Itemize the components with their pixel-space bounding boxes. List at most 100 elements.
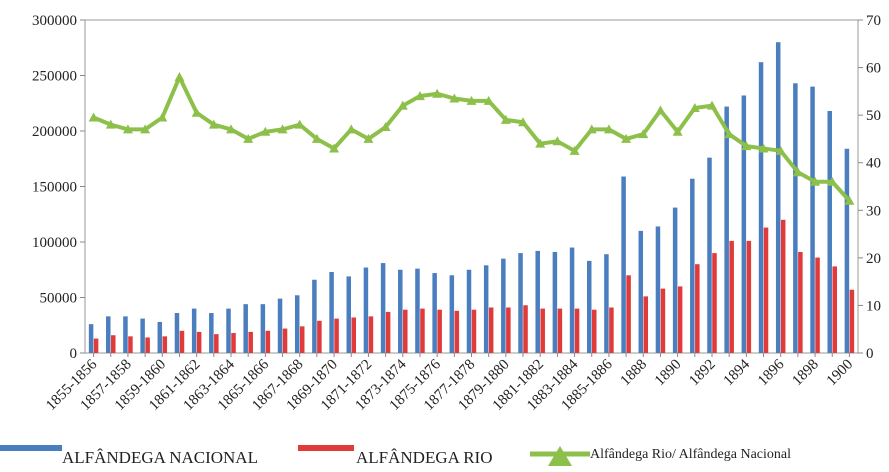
bar — [552, 251, 558, 353]
ratio-marker — [243, 133, 254, 143]
x-tick-label: 1892 — [686, 357, 719, 390]
ratio-marker — [174, 72, 185, 82]
legend-marker — [548, 446, 572, 466]
bar — [638, 230, 644, 353]
bar — [243, 304, 248, 353]
bar — [403, 309, 408, 353]
bar — [128, 336, 133, 353]
bar — [265, 330, 271, 353]
y2-tick-label: 30 — [866, 203, 881, 219]
bar — [329, 271, 334, 353]
bar — [793, 83, 798, 354]
bar — [523, 305, 528, 353]
ratio-marker — [586, 124, 597, 134]
y-tick-label: 250000 — [32, 69, 77, 85]
bar — [518, 253, 523, 353]
bar — [123, 316, 128, 353]
bar — [695, 264, 700, 353]
y-tick-label: 50000 — [40, 291, 78, 307]
bar — [810, 86, 815, 353]
ratio-marker — [122, 124, 133, 134]
bar — [798, 251, 803, 353]
ratio-marker — [638, 129, 649, 139]
bar — [775, 42, 781, 353]
bar — [346, 276, 352, 353]
bar — [557, 308, 563, 353]
y2-tick-label: 40 — [866, 156, 881, 172]
bar — [591, 309, 597, 353]
bar — [231, 333, 236, 353]
bar — [111, 335, 116, 353]
ratio-marker — [140, 124, 151, 134]
ratio-marker — [346, 124, 357, 134]
ratio-marker — [226, 124, 237, 134]
bar — [157, 321, 163, 353]
ratio-marker — [552, 136, 563, 146]
bar — [466, 269, 472, 353]
ratio-marker — [449, 93, 460, 103]
ratio-line — [92, 72, 851, 203]
bar — [729, 240, 734, 353]
y-tick-label: 200000 — [32, 124, 77, 140]
x-tick-label: 1888 — [618, 357, 651, 390]
bar — [317, 320, 322, 353]
ratio-marker — [706, 100, 717, 110]
ratio-marker — [311, 133, 322, 143]
ratio-marker — [775, 145, 786, 155]
bar — [145, 337, 150, 353]
bar — [660, 288, 666, 353]
bar — [420, 308, 425, 353]
bar — [415, 268, 420, 353]
bar — [432, 273, 437, 353]
bar — [398, 269, 403, 353]
bar — [162, 336, 168, 353]
bar — [643, 296, 649, 353]
bar — [690, 178, 695, 353]
y2-tick-label: 50 — [866, 108, 881, 124]
bar — [312, 279, 317, 353]
ratio-marker — [569, 145, 580, 155]
bar — [191, 308, 197, 353]
ratio-marker — [810, 176, 821, 186]
legend-label: ALFÂNDEGA NACIONAL — [62, 448, 258, 467]
ratio-marker — [191, 107, 202, 117]
bar — [351, 317, 357, 353]
legend-swatch — [298, 445, 354, 451]
bar — [449, 275, 455, 353]
ratio-marker — [363, 133, 374, 143]
bar — [506, 307, 511, 353]
bar — [763, 227, 769, 353]
ratio-marker — [655, 105, 666, 115]
ratio-marker — [397, 100, 408, 110]
bar — [334, 318, 339, 353]
x-tick-label: 1898 — [789, 357, 822, 390]
y2-tick-label: 70 — [866, 13, 881, 29]
bar — [248, 331, 253, 353]
ratio-marker — [208, 119, 219, 129]
ratio-marker — [689, 103, 700, 113]
bar — [363, 267, 369, 353]
bar — [88, 324, 94, 353]
ratio-marker — [603, 124, 614, 134]
ratio-marker — [672, 126, 683, 136]
bar — [827, 111, 832, 354]
bar — [741, 95, 747, 353]
x-tick-label: 1890 — [652, 357, 685, 390]
bar — [437, 309, 442, 353]
ratio-marker — [294, 119, 305, 129]
bar — [282, 328, 288, 353]
bar — [93, 338, 99, 353]
bar — [226, 308, 231, 353]
bar — [707, 157, 712, 353]
y2-tick-label: 60 — [866, 61, 881, 77]
bar — [677, 286, 683, 353]
legend-label: ALFÂNDEGA RIO — [356, 448, 492, 467]
legend-label: Alfândega Rio/ Alfândega Nacional — [590, 447, 791, 462]
ratio-marker — [844, 195, 855, 205]
y2-tick-label: 20 — [866, 251, 881, 267]
bar — [196, 331, 202, 353]
bar — [604, 254, 609, 353]
ratio-marker — [483, 95, 494, 105]
ratio-marker — [414, 91, 425, 101]
